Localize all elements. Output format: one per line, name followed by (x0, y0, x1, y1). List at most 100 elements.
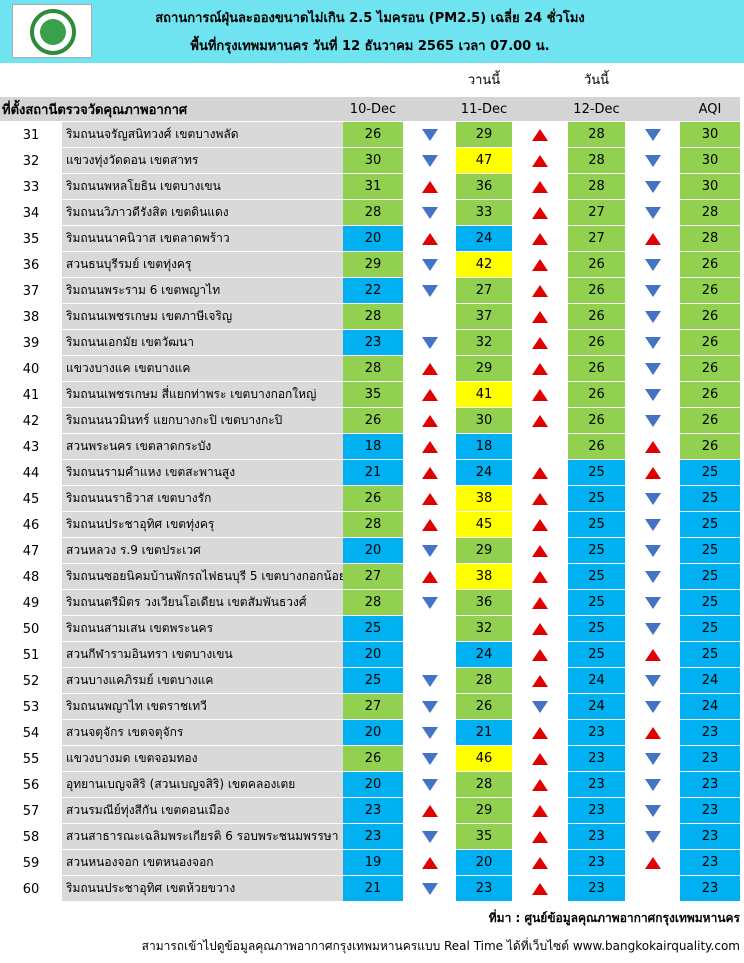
pm-value: 23 (343, 824, 403, 850)
pm-value: 25 (568, 564, 625, 590)
trend-arrow (625, 122, 680, 148)
row-number: 49 (22, 595, 40, 611)
trend-icon (644, 415, 661, 427)
row-number: 31 (22, 127, 40, 143)
row-number: 50 (22, 621, 40, 637)
trend-arrow (625, 460, 680, 486)
pm-value: 25 (343, 616, 403, 642)
pm-value: 28 (456, 668, 512, 694)
trend-arrow (625, 512, 680, 538)
trend-arrow (625, 590, 680, 616)
pm-value: 37 (456, 304, 512, 330)
pm-value: 23 (568, 876, 625, 902)
station-name: ริมถนนวิภาวดีรังสิต เขตดินแดง (62, 200, 343, 226)
trend-arrow (625, 252, 680, 278)
day-label: วันนี้ (583, 72, 610, 88)
row-number: 41 (22, 387, 40, 403)
pm-value: 27 (568, 200, 625, 226)
trend-icon (421, 363, 438, 375)
trend-arrow (403, 668, 456, 694)
trend-arrow (403, 590, 456, 616)
pm-value: 32 (456, 616, 512, 642)
trend-icon (421, 259, 438, 271)
trend-arrow (403, 538, 456, 564)
pm-value: 28 (568, 122, 625, 148)
trend-icon (644, 181, 661, 193)
trend-icon (644, 363, 661, 375)
table-header (0, 97, 740, 121)
trend-arrow (625, 772, 680, 798)
trend-arrow (403, 798, 456, 824)
column-header: 12-Dec (573, 101, 620, 117)
station-name: ริมถนนพระราม 6 เขตพญาไท (62, 278, 343, 304)
trend-icon (644, 649, 661, 661)
trend-icon (644, 389, 661, 401)
pm-value: 25 (680, 486, 740, 512)
source-note: ที่มา : ศูนย์ข้อมูลคุณภาพอากาศกรุงเทพมหา… (488, 911, 740, 925)
row-number: 45 (22, 491, 40, 507)
pm-value: 23 (568, 772, 625, 798)
trend-icon (421, 727, 438, 739)
trend-icon (421, 597, 438, 609)
trend-arrow (512, 122, 568, 148)
pm-value: 23 (680, 720, 740, 746)
row-number: 57 (22, 803, 40, 819)
pm-value: 28 (343, 590, 403, 616)
column-header: 10-Dec (349, 101, 397, 117)
station-name: สวนจตุจักร เขตจตุจักร (62, 720, 343, 746)
trend-icon (421, 779, 438, 791)
trend-arrow (512, 564, 568, 590)
trend-icon (644, 441, 661, 453)
trend-arrow (403, 720, 456, 746)
station-name: ริมถนนรามคำแหง เขตสะพานสูง (62, 460, 343, 486)
station-name: สวนบางแคภิรมย์ เขตบางแค (62, 668, 343, 694)
trend-arrow (403, 460, 456, 486)
trend-arrow (512, 772, 568, 798)
pm-value: 25 (568, 512, 625, 538)
trend-icon (644, 519, 661, 531)
pm-value: 25 (568, 590, 625, 616)
row-number: 39 (22, 335, 40, 351)
trend-icon (532, 857, 548, 869)
trend-icon (644, 623, 661, 635)
trend-icon (644, 493, 661, 505)
pm-value: 24 (568, 668, 625, 694)
pm-value: 28 (343, 356, 403, 382)
trend-icon (644, 779, 661, 791)
pm-value: 42 (456, 252, 512, 278)
trend-icon (532, 571, 548, 583)
trend-icon (421, 129, 438, 141)
pm-value: 25 (680, 538, 740, 564)
pm-value: 38 (456, 486, 512, 512)
row-number: 34 (22, 205, 40, 221)
pm-value: 29 (456, 798, 512, 824)
pm-value: 18 (343, 434, 403, 460)
pm-value: 29 (343, 252, 403, 278)
pm-value: 47 (456, 148, 512, 174)
pm-value: 23 (680, 850, 740, 876)
trend-icon (644, 701, 661, 713)
trend-arrow (625, 356, 680, 382)
pm-value: 26 (568, 304, 625, 330)
pm-value: 26 (568, 252, 625, 278)
pm-value: 23 (568, 720, 625, 746)
pm-value: 24 (456, 226, 512, 252)
trend-icon (421, 753, 438, 765)
website-note: สามารถเข้าไปดูข้อมูลคุณภาพอากาศกรุงเทพมห… (141, 939, 740, 953)
column-header: 11-Dec (460, 101, 508, 117)
station-name: แขวงทุ่งวัดดอน เขตสาทร (62, 148, 343, 174)
row-number: 43 (22, 439, 40, 455)
trend-arrow (625, 694, 680, 720)
trend-icon (532, 831, 548, 843)
pm-value: 18 (456, 434, 512, 460)
pm-value: 26 (680, 330, 740, 356)
row-number: 55 (22, 751, 40, 767)
station-name: อุทยานเบญจสิริ (สวนเบญจสิริ) เขตคลองเตย (62, 772, 343, 798)
pm-value: 35 (343, 382, 403, 408)
trend-arrow (625, 408, 680, 434)
pm-value: 26 (568, 408, 625, 434)
trend-arrow (625, 330, 680, 356)
trend-arrow (512, 252, 568, 278)
pm-value: 26 (343, 746, 403, 772)
pm-value: 24 (680, 668, 740, 694)
